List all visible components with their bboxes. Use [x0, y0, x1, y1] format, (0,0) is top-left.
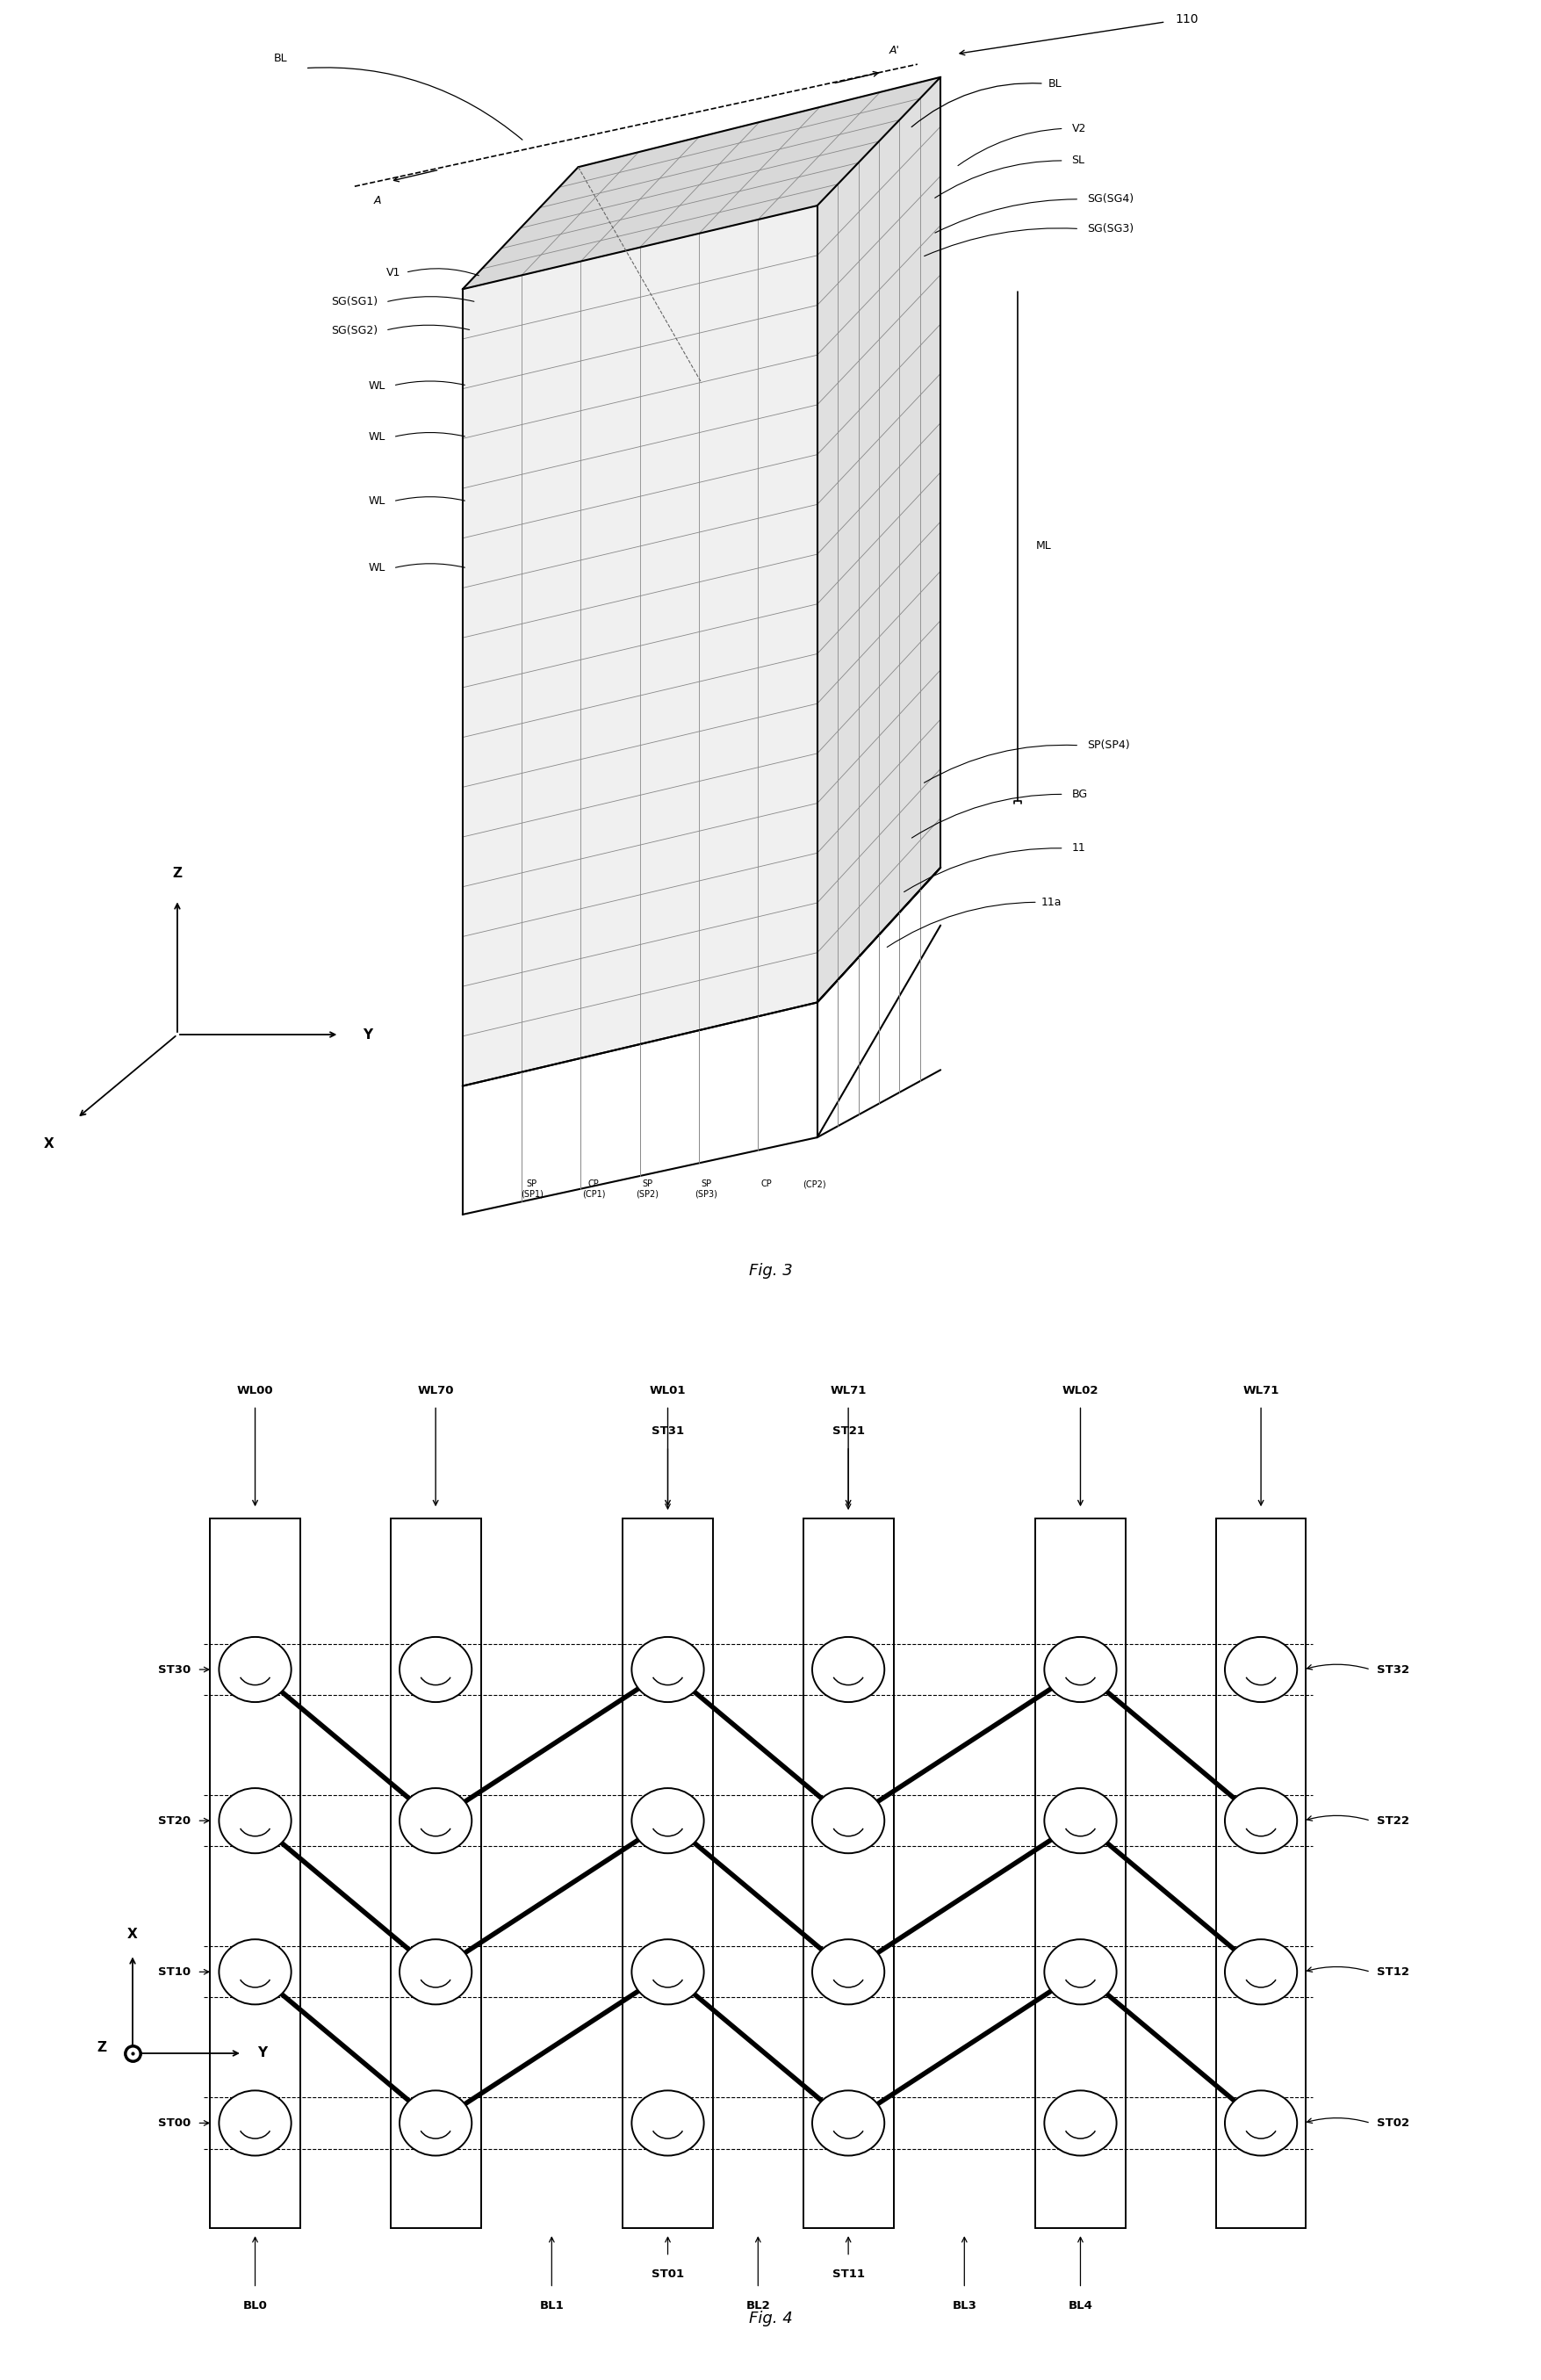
- Circle shape: [1043, 1787, 1116, 1854]
- Polygon shape: [462, 76, 940, 288]
- Text: SP(SP4): SP(SP4): [1086, 740, 1130, 752]
- Text: SP
(SP2): SP (SP2): [636, 1180, 658, 1197]
- Text: 11: 11: [1071, 843, 1085, 854]
- Circle shape: [399, 1787, 472, 1854]
- Circle shape: [399, 1940, 472, 2004]
- Text: A: A: [374, 195, 381, 207]
- Bar: [1034, 1518, 1125, 2228]
- Text: WL71: WL71: [1242, 1385, 1279, 1397]
- Polygon shape: [462, 205, 817, 1085]
- Text: ST20: ST20: [157, 1816, 191, 1825]
- Circle shape: [812, 1787, 885, 1854]
- Circle shape: [219, 2090, 291, 2156]
- Bar: [210, 1518, 300, 2228]
- Circle shape: [1224, 1637, 1296, 1702]
- Text: BL4: BL4: [1068, 2299, 1093, 2311]
- Text: ST01: ST01: [652, 2268, 684, 2280]
- Text: CP
(CP1): CP (CP1): [581, 1180, 606, 1197]
- Circle shape: [812, 1637, 885, 1702]
- Text: ST11: ST11: [832, 2268, 865, 2280]
- Circle shape: [632, 1637, 704, 1702]
- Text: SG(SG1): SG(SG1): [331, 298, 378, 307]
- Circle shape: [399, 1637, 472, 1702]
- Text: SP
(SP3): SP (SP3): [695, 1180, 717, 1197]
- Text: 11a: 11a: [1040, 897, 1060, 907]
- Circle shape: [812, 2090, 885, 2156]
- Text: (CP2): (CP2): [801, 1180, 826, 1188]
- Bar: [803, 1518, 892, 2228]
- Text: A': A': [889, 45, 898, 57]
- Circle shape: [1224, 1940, 1296, 2004]
- Text: Z: Z: [97, 2042, 106, 2054]
- Bar: [1216, 1518, 1305, 2228]
- Text: V1: V1: [387, 267, 401, 278]
- Text: WL71: WL71: [829, 1385, 866, 1397]
- Text: CP: CP: [760, 1180, 772, 1188]
- Text: ST31: ST31: [652, 1426, 684, 1438]
- Text: BL3: BL3: [952, 2299, 975, 2311]
- Text: BG: BG: [1071, 788, 1086, 800]
- Text: Fig. 3: Fig. 3: [749, 1264, 792, 1278]
- Text: 110: 110: [1174, 12, 1197, 26]
- Text: SG(SG3): SG(SG3): [1086, 224, 1133, 236]
- Circle shape: [632, 1940, 704, 2004]
- Bar: [623, 1518, 712, 2228]
- Text: BL2: BL2: [746, 2299, 770, 2311]
- Text: SG(SG4): SG(SG4): [1086, 193, 1133, 205]
- Text: BL: BL: [1048, 79, 1062, 88]
- Text: X: X: [128, 1928, 137, 1940]
- Text: Y: Y: [362, 1028, 371, 1040]
- Text: ST21: ST21: [832, 1426, 865, 1438]
- Circle shape: [812, 1940, 885, 2004]
- Text: ML: ML: [1036, 540, 1051, 552]
- Text: WL: WL: [368, 431, 385, 443]
- Text: ST22: ST22: [1376, 1816, 1408, 1825]
- Circle shape: [632, 2090, 704, 2156]
- Text: Y: Y: [257, 2047, 267, 2059]
- Circle shape: [219, 1637, 291, 1702]
- Text: WL: WL: [368, 562, 385, 574]
- Text: ST02: ST02: [1376, 2118, 1408, 2128]
- Circle shape: [1043, 1940, 1116, 2004]
- Circle shape: [1224, 2090, 1296, 2156]
- Text: WL02: WL02: [1062, 1385, 1099, 1397]
- Circle shape: [399, 2090, 472, 2156]
- Circle shape: [219, 1940, 291, 2004]
- Text: BL: BL: [274, 52, 287, 64]
- Text: V2: V2: [1071, 124, 1085, 133]
- Bar: [390, 1518, 481, 2228]
- Circle shape: [219, 1787, 291, 1854]
- Text: WL01: WL01: [649, 1385, 686, 1397]
- Text: Fig. 4: Fig. 4: [749, 2311, 792, 2328]
- Text: ST30: ST30: [157, 1664, 191, 1676]
- Text: SL: SL: [1071, 155, 1085, 167]
- Text: WL: WL: [368, 495, 385, 507]
- Text: X: X: [43, 1138, 54, 1150]
- Text: WL: WL: [368, 381, 385, 390]
- Text: ST10: ST10: [157, 1966, 191, 1978]
- Text: BL0: BL0: [243, 2299, 267, 2311]
- Text: SG(SG2): SG(SG2): [331, 324, 378, 336]
- Circle shape: [1043, 2090, 1116, 2156]
- Text: ST00: ST00: [157, 2118, 191, 2128]
- Text: ST12: ST12: [1376, 1966, 1408, 1978]
- Circle shape: [632, 1787, 704, 1854]
- Text: SP
(SP1): SP (SP1): [521, 1180, 542, 1197]
- Circle shape: [1043, 1637, 1116, 1702]
- Polygon shape: [817, 76, 940, 1002]
- Text: WL70: WL70: [418, 1385, 453, 1397]
- Text: WL00: WL00: [237, 1385, 273, 1397]
- Circle shape: [1224, 1787, 1296, 1854]
- Text: ST32: ST32: [1376, 1664, 1408, 1676]
- Text: Z: Z: [173, 866, 182, 881]
- Text: BL1: BL1: [539, 2299, 564, 2311]
